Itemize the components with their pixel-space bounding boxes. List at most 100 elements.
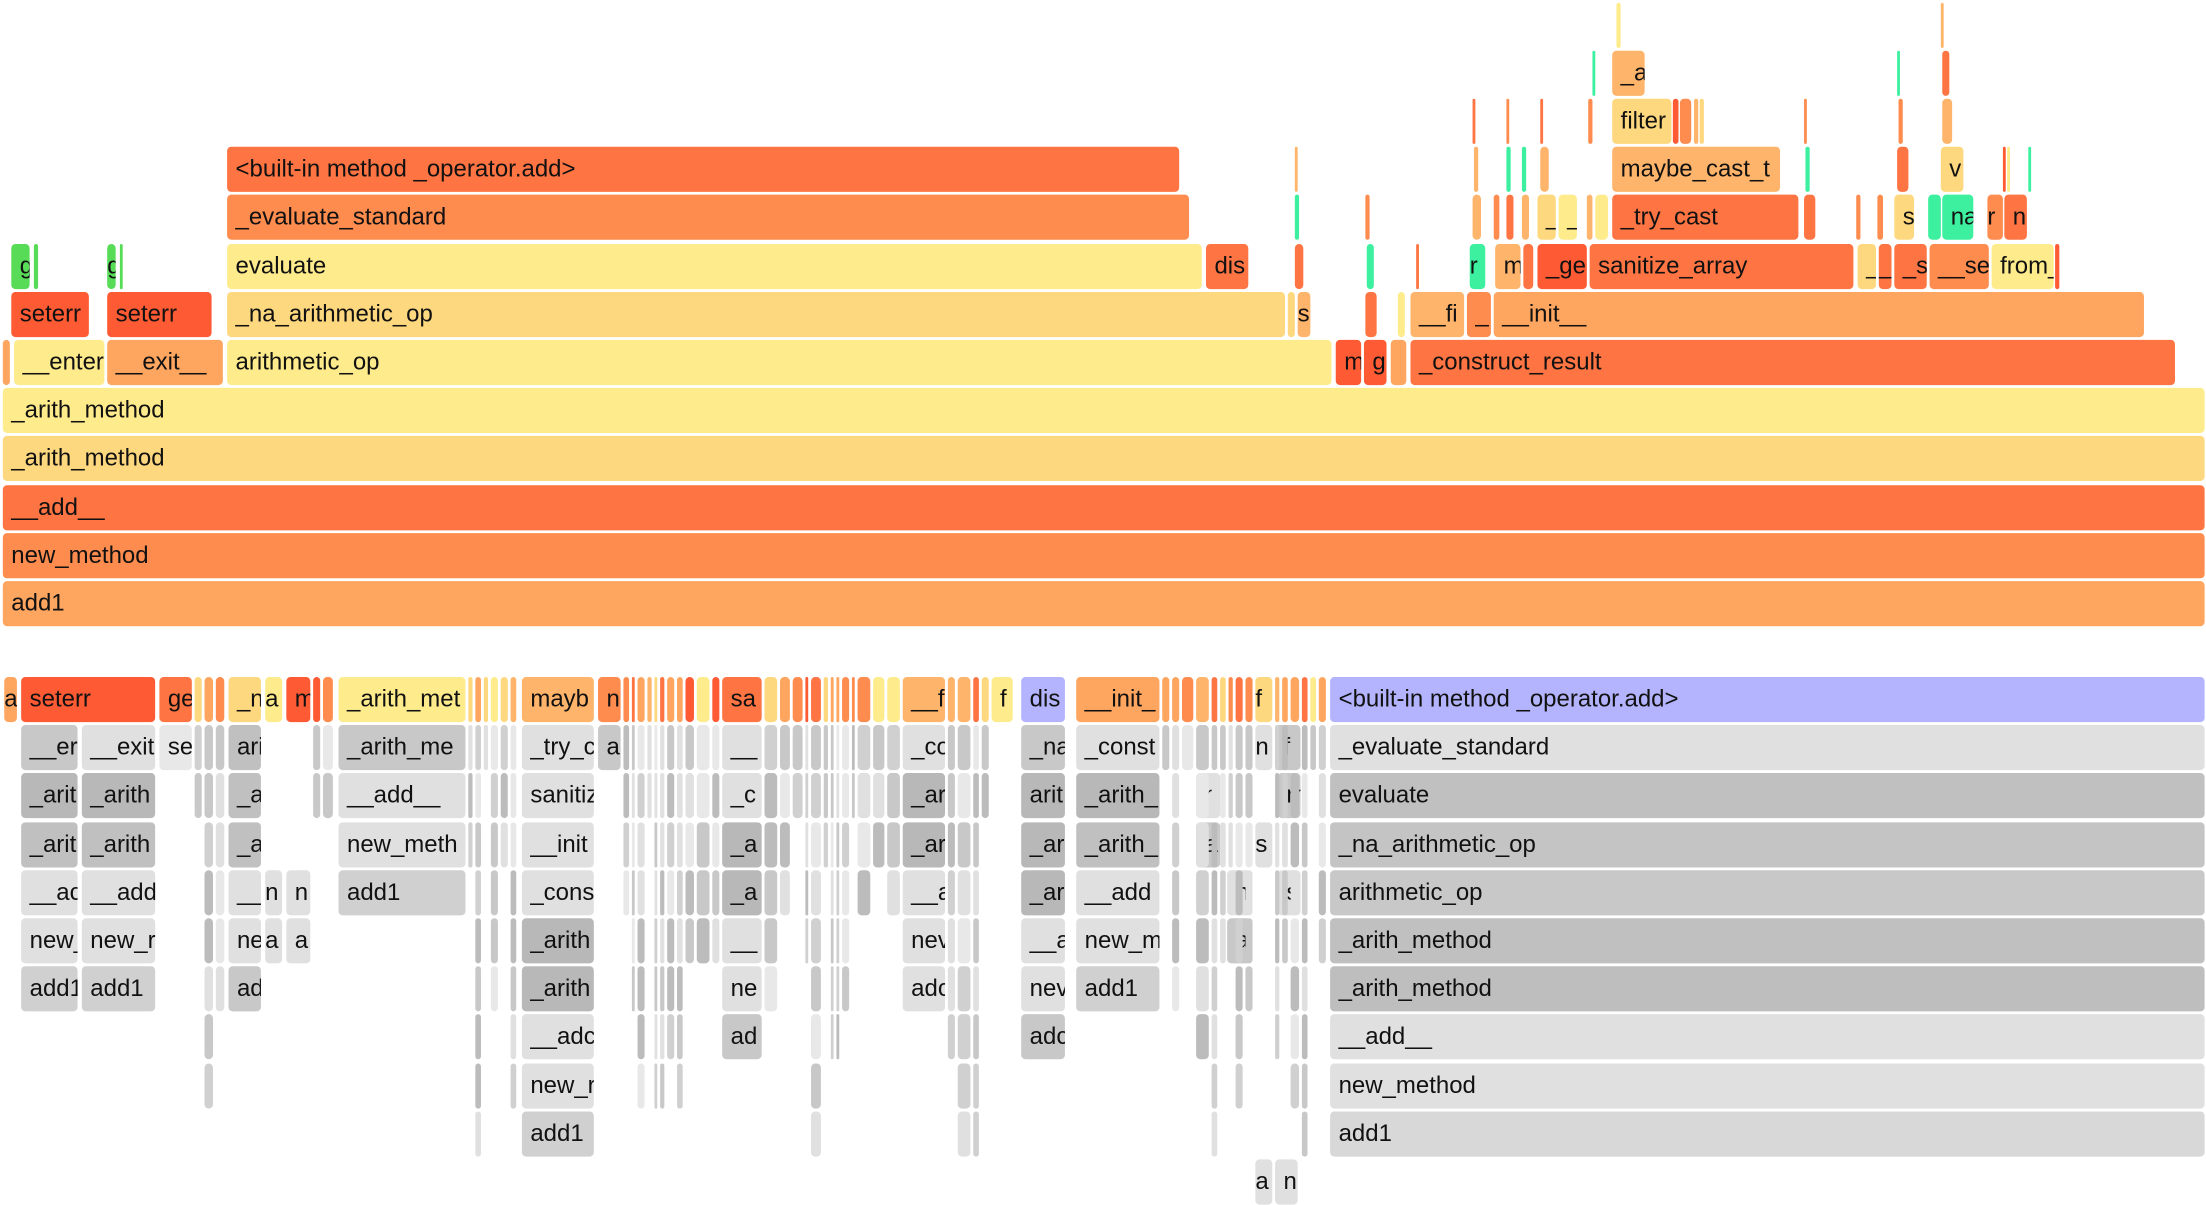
icicle-frame[interactable]: _co (902, 725, 946, 771)
icicle-frame-sliver[interactable] (1275, 966, 1280, 1012)
flame-frame-sliver[interactable] (1294, 146, 1298, 193)
icicle-frame-sliver[interactable] (957, 869, 971, 916)
icicle-frame-sliver[interactable] (1211, 725, 1218, 771)
flame-frame[interactable]: seterr (107, 291, 212, 337)
icicle-frame[interactable]: add1 (81, 966, 156, 1012)
icicle-frame-sliver[interactable] (637, 773, 645, 819)
icicle-frame-sliver[interactable] (811, 1014, 821, 1060)
flame-frame-sliver[interactable] (1679, 98, 1692, 144)
flame-frame[interactable]: __add__ (2, 484, 2205, 530)
flame-frame[interactable]: _ (1878, 243, 1892, 289)
icicle-frame[interactable]: f (991, 677, 1013, 723)
icicle-frame-sliver[interactable] (677, 725, 683, 771)
icicle-frame[interactable]: _arith (521, 918, 594, 964)
flame-frame-sliver[interactable] (1416, 243, 1419, 289)
icicle-frame-sliver[interactable] (1196, 1014, 1209, 1060)
flame-frame[interactable]: _ (1537, 195, 1556, 241)
icicle-frame-sliver[interactable] (805, 869, 809, 916)
icicle-frame-sliver[interactable] (857, 869, 871, 916)
icicle-frame-sliver[interactable] (475, 1014, 481, 1060)
icicle-frame-sliver[interactable] (1301, 677, 1308, 723)
icicle-frame-sliver[interactable] (1235, 966, 1243, 1012)
flame-frame[interactable]: g (11, 243, 30, 289)
flame-frame-sliver[interactable] (2007, 146, 2010, 193)
icicle-frame-sliver[interactable] (873, 725, 885, 771)
icicle-frame[interactable]: __a (1021, 918, 1065, 964)
icicle-frame-sliver[interactable] (1220, 725, 1226, 771)
icicle-frame-sliver[interactable] (792, 773, 803, 819)
icicle-frame[interactable]: __er (21, 725, 78, 771)
icicle-frame-sliver[interactable] (973, 869, 979, 916)
icicle-frame-sliver[interactable] (842, 773, 850, 819)
icicle-frame-sliver[interactable] (947, 1014, 955, 1060)
icicle-frame-sliver[interactable] (805, 677, 809, 723)
icicle-frame-sliver[interactable] (660, 918, 665, 964)
icicle-frame-sliver[interactable] (857, 821, 871, 867)
flame-frame-sliver[interactable] (1521, 146, 1527, 193)
icicle-frame[interactable]: _a (228, 773, 261, 819)
icicle-frame-sliver[interactable] (215, 869, 225, 916)
icicle-frame-sliver[interactable] (1301, 773, 1308, 819)
icicle-frame-sliver[interactable] (510, 1014, 517, 1060)
icicle-frame-sliver[interactable] (811, 677, 821, 723)
flame-frame-sliver[interactable] (1877, 195, 1884, 241)
icicle-frame-sliver[interactable] (654, 725, 658, 771)
icicle-frame-sliver[interactable] (780, 821, 790, 867)
icicle-frame-sliver[interactable] (1196, 773, 1209, 819)
icicle-frame-sliver[interactable] (490, 677, 498, 723)
flame-frame-sliver[interactable] (1294, 243, 1304, 289)
icicle-frame[interactable]: add1 (1330, 1111, 2205, 1157)
icicle-frame-sliver[interactable] (780, 677, 790, 723)
icicle-frame-sliver[interactable] (475, 966, 481, 1012)
flame-frame-sliver[interactable] (1506, 195, 1514, 241)
icicle-frame-sliver[interactable] (836, 821, 840, 867)
icicle-frame-sliver[interactable] (1282, 869, 1288, 916)
icicle-frame-sliver[interactable] (1318, 821, 1326, 867)
icicle-frame-sliver[interactable] (957, 1111, 971, 1157)
icicle-frame-sliver[interactable] (490, 821, 498, 867)
icicle-frame-sliver[interactable] (204, 821, 213, 867)
icicle-frame[interactable]: _ar (902, 773, 946, 819)
icicle-frame-sliver[interactable] (823, 725, 828, 771)
icicle-frame-sliver[interactable] (1172, 677, 1180, 723)
icicle-frame-sliver[interactable] (1172, 918, 1180, 964)
icicle-frame-sliver[interactable] (490, 725, 498, 771)
flame-frame[interactable]: seterr (11, 291, 89, 337)
icicle-frame-sliver[interactable] (468, 677, 473, 723)
icicle-frame[interactable]: _arith_ (1076, 773, 1160, 819)
icicle-frame[interactable]: mayb (521, 677, 594, 723)
icicle-frame-sliver[interactable] (637, 1062, 645, 1109)
icicle-frame-sliver[interactable] (957, 773, 971, 819)
icicle-frame-sliver[interactable] (637, 1014, 645, 1060)
icicle-frame-sliver[interactable] (947, 918, 955, 964)
icicle-frame-sliver[interactable] (957, 1062, 971, 1109)
icicle-frame-sliver[interactable] (712, 677, 720, 723)
icicle-frame-sliver[interactable] (483, 725, 489, 771)
icicle-frame-sliver[interactable] (1245, 773, 1253, 819)
icicle-frame-sliver[interactable] (1310, 677, 1316, 723)
icicle-frame[interactable]: n (286, 869, 311, 916)
icicle-frame-sliver[interactable] (764, 966, 778, 1012)
flame-frame[interactable]: __fi (1410, 291, 1465, 337)
icicle-frame-sliver[interactable] (215, 773, 225, 819)
flame-frame-sliver[interactable] (1540, 98, 1544, 144)
icicle-frame[interactable]: add1 (338, 869, 466, 916)
icicle-frame-sliver[interactable] (500, 773, 508, 819)
flame-frame-sliver[interactable] (1540, 146, 1549, 193)
icicle-frame[interactable]: add1 (521, 1111, 594, 1157)
flame-frame[interactable]: m (1495, 243, 1521, 289)
icicle-frame-sliver[interactable] (696, 677, 710, 723)
icicle-frame[interactable]: _a (722, 821, 762, 867)
icicle-frame-sliver[interactable] (667, 821, 675, 867)
icicle-frame[interactable]: m (286, 677, 311, 723)
icicle-frame-sliver[interactable] (842, 677, 850, 723)
icicle-frame-sliver[interactable] (1172, 821, 1180, 867)
flame-frame[interactable]: s (1297, 291, 1311, 337)
icicle-frame-sliver[interactable] (873, 773, 885, 819)
icicle-frame-sliver[interactable] (204, 869, 213, 916)
icicle-frame-sliver[interactable] (1196, 677, 1209, 723)
icicle-frame-sliver[interactable] (764, 869, 778, 916)
icicle-frame-sliver[interactable] (1235, 1014, 1243, 1060)
icicle-frame-sliver[interactable] (981, 725, 989, 771)
icicle-frame-sliver[interactable] (780, 725, 790, 771)
